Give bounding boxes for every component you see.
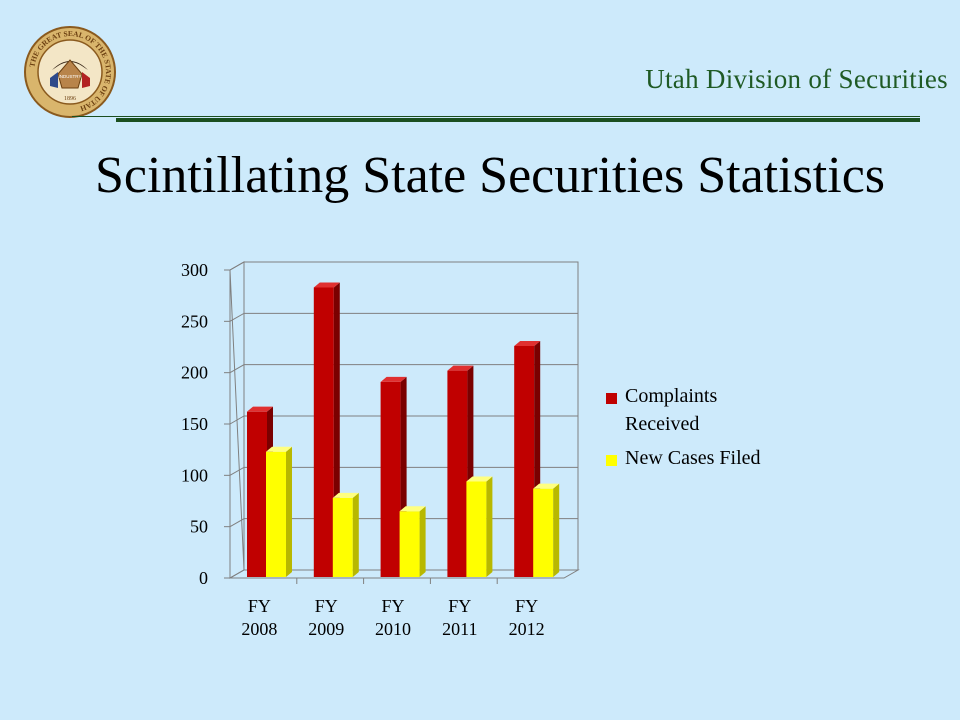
legend-item-new-cases-filed: New Cases Filed	[606, 447, 761, 469]
x-category-label: FY 2009	[308, 596, 344, 639]
x-category-label: FY 2008	[241, 596, 277, 639]
chart-floor	[228, 569, 580, 579]
header-rule-thin	[72, 116, 920, 117]
bar-side	[486, 476, 493, 577]
bar-front	[447, 370, 468, 577]
x-category-label-line: 2012	[509, 619, 545, 639]
x-category-label: FY 2010	[375, 596, 411, 639]
legend-label: Complaints Received	[625, 385, 717, 435]
org-name: Utah Division of Securities	[645, 64, 948, 94]
bar-top	[533, 483, 560, 489]
bar-front	[514, 345, 535, 577]
x-category-label-line: FY	[248, 596, 271, 616]
bar-front	[533, 488, 554, 577]
bar-front	[466, 481, 487, 577]
chart-legend: Complaints Received New Cases Filed	[606, 385, 761, 469]
x-category-label-line: FY	[515, 596, 538, 616]
legend-label-line: New Cases Filed	[625, 447, 761, 469]
utah-state-seal-icon: THE GREAT SEAL OF THE STATE OF UTAH INDU…	[24, 26, 116, 118]
x-category-label-line: 2010	[375, 619, 411, 639]
bar-side	[352, 492, 359, 577]
bar-top	[399, 506, 426, 512]
gridline	[229, 312, 578, 322]
bar-side	[286, 446, 292, 577]
bar-front	[266, 451, 286, 577]
bar-top	[380, 376, 407, 382]
legend-item-complaints-received: Complaints Received	[606, 385, 717, 435]
legend-label: New Cases Filed	[625, 447, 761, 469]
y-tick-label: 250	[181, 311, 208, 331]
y-tick-label: 300	[181, 260, 208, 280]
gridline	[229, 364, 578, 374]
y-tick-label: 200	[181, 363, 208, 383]
chart-bars	[247, 282, 560, 577]
x-category-label-line: FY	[448, 596, 471, 616]
bar-front	[399, 511, 420, 577]
y-tick-label: 150	[181, 414, 208, 434]
header-rule-thick	[116, 118, 920, 122]
bar-top	[447, 365, 474, 371]
legend-swatch	[606, 455, 617, 466]
bar-top	[466, 476, 493, 482]
x-category-label-line: FY	[381, 596, 404, 616]
bar-top	[514, 340, 541, 346]
bar-new-cases-filed	[533, 483, 560, 577]
x-category-label: FY 2011	[442, 596, 477, 639]
seal-year: 1896	[64, 96, 76, 102]
bar-front	[247, 411, 267, 577]
chart-axes	[224, 269, 580, 584]
legend-swatch	[606, 393, 617, 404]
bar-top	[247, 406, 273, 412]
gridline	[229, 261, 578, 271]
bar-top	[332, 492, 359, 498]
y-tick-label: 100	[181, 465, 208, 485]
y-tick-label: 50	[190, 517, 208, 537]
x-category-label: FY 2012	[509, 596, 545, 639]
legend-label-line: Complaints	[625, 385, 717, 407]
bar-new-cases-filed	[466, 476, 493, 577]
seal-motto: INDUSTRY	[59, 74, 82, 79]
bar-top	[313, 282, 340, 288]
bar-top	[266, 446, 292, 452]
bar-complaints-received	[447, 365, 474, 577]
x-category-label-line: FY	[315, 596, 338, 616]
y-tick-label: 0	[199, 568, 208, 588]
bar-front	[380, 381, 401, 577]
bar-front	[332, 497, 353, 577]
bar-new-cases-filed	[399, 506, 426, 577]
bar-front	[313, 287, 334, 577]
bar-side	[419, 506, 426, 577]
x-category-label-line: 2008	[241, 619, 277, 639]
legend-label-line: Received	[625, 413, 699, 435]
chart-labels: 0 50 100 150 200 250 300 FY 2008 FY 2009 FY 2010 FY 20…	[181, 260, 545, 639]
slide-title: Scintillating State Securities Statistic…	[94, 147, 886, 204]
x-category-label-line: 2009	[308, 619, 344, 639]
bar-new-cases-filed	[266, 446, 292, 577]
x-category-label-line: 2011	[442, 619, 477, 639]
bar-new-cases-filed	[332, 492, 359, 577]
bar-side	[553, 483, 560, 577]
